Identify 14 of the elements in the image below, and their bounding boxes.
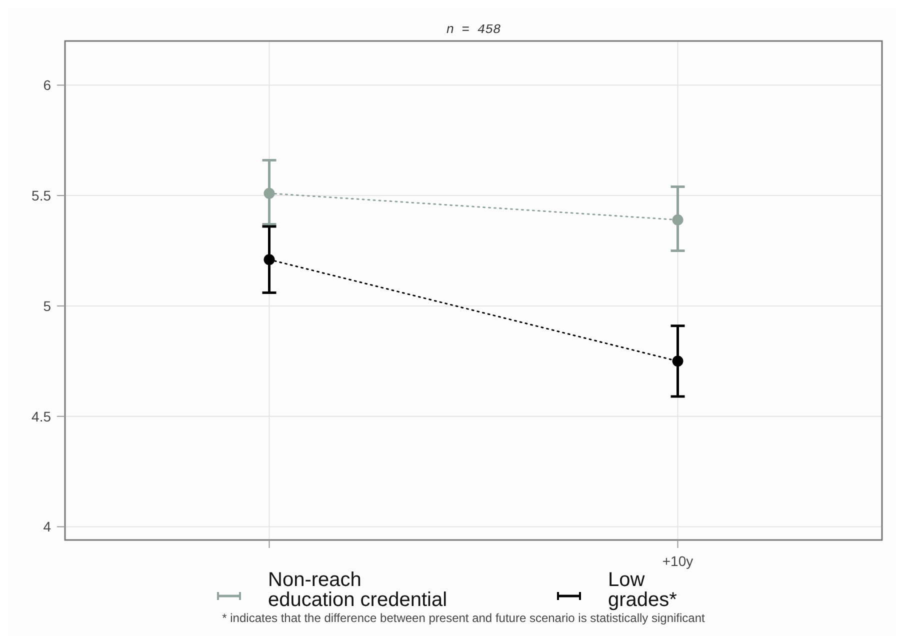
legend-label: Non-reach education credential xyxy=(268,569,448,611)
text: * indicates that the difference between present and future scenario is statistically significant xyxy=(222,611,706,625)
y-tick-label: 5.5 xyxy=(32,187,52,204)
x-tick-label: +10y xyxy=(662,552,694,569)
chart-title: n = 458 xyxy=(446,22,502,37)
point xyxy=(672,214,684,226)
point xyxy=(264,188,275,199)
legend-label: Low grades* xyxy=(608,569,678,611)
point xyxy=(672,356,684,367)
y-tick-label: 4 xyxy=(43,518,52,535)
y-tick-label: 6 xyxy=(43,77,52,94)
y-tick-label: 5 xyxy=(43,298,52,314)
point xyxy=(264,254,275,266)
y-tick-label: 4.5 xyxy=(32,408,52,424)
